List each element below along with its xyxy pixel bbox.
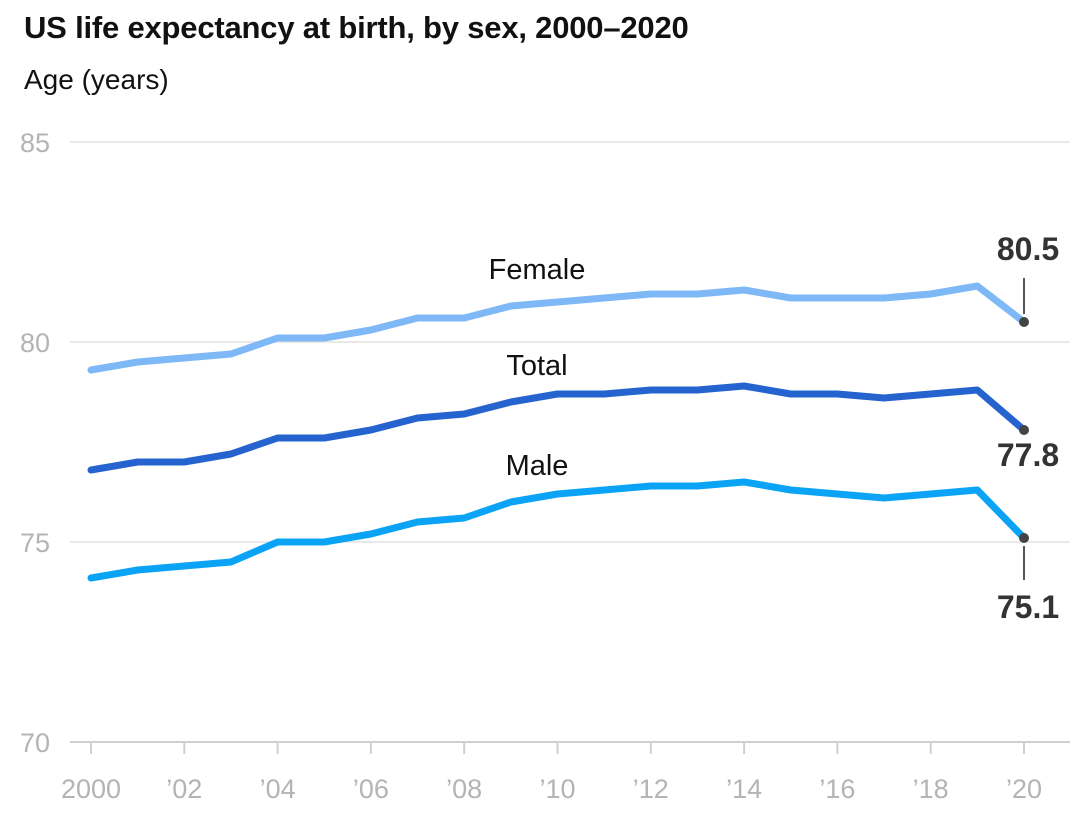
end-point-female xyxy=(1019,317,1029,327)
x-axis-ticks: 2000 ’02 ’04 ’06 ’08 ’10 ’12 ’14 ’16 ’18 ’20 xyxy=(61,742,1042,804)
y-tick-label: 85 xyxy=(20,128,50,158)
x-tick-label: ’02 xyxy=(166,774,202,804)
x-tick-label: ’08 xyxy=(446,774,482,804)
x-tick-label: ’20 xyxy=(1006,774,1042,804)
chart-title: US life expectancy at birth, by sex, 200… xyxy=(24,10,689,45)
x-tick-label: ’18 xyxy=(913,774,949,804)
x-tick-label: ’04 xyxy=(260,774,296,804)
y-axis-label: Age (years) xyxy=(24,64,169,95)
x-tick-label: ’14 xyxy=(726,774,762,804)
x-tick-label: ’10 xyxy=(539,774,575,804)
series-line-male xyxy=(87,478,1028,582)
y-tick-label: 75 xyxy=(20,528,50,558)
end-value-label-female: 80.5 xyxy=(997,231,1059,267)
x-tick-label: ’12 xyxy=(633,774,669,804)
series-lines xyxy=(87,282,1028,582)
y-axis-ticks: 85 80 75 70 xyxy=(20,128,50,758)
gridlines xyxy=(70,141,1070,743)
series-label-total: Total xyxy=(506,350,567,382)
x-tick-label: ’16 xyxy=(819,774,855,804)
end-value-label-male: 75.1 xyxy=(997,589,1059,625)
series-label-male: Male xyxy=(506,450,569,482)
series-labels: Female Total Male 80.5 77.8 75.1 xyxy=(489,231,1059,625)
series-line-female xyxy=(87,282,1028,374)
end-point-total xyxy=(1019,425,1029,435)
series-line-total xyxy=(87,382,1028,474)
y-tick-label: 70 xyxy=(20,728,50,758)
y-tick-label: 80 xyxy=(20,328,50,358)
x-tick-label: 2000 xyxy=(61,774,121,804)
end-value-label-total: 77.8 xyxy=(997,437,1059,473)
x-tick-label: ’06 xyxy=(353,774,389,804)
end-point-male xyxy=(1019,533,1029,543)
series-label-female: Female xyxy=(489,254,586,286)
